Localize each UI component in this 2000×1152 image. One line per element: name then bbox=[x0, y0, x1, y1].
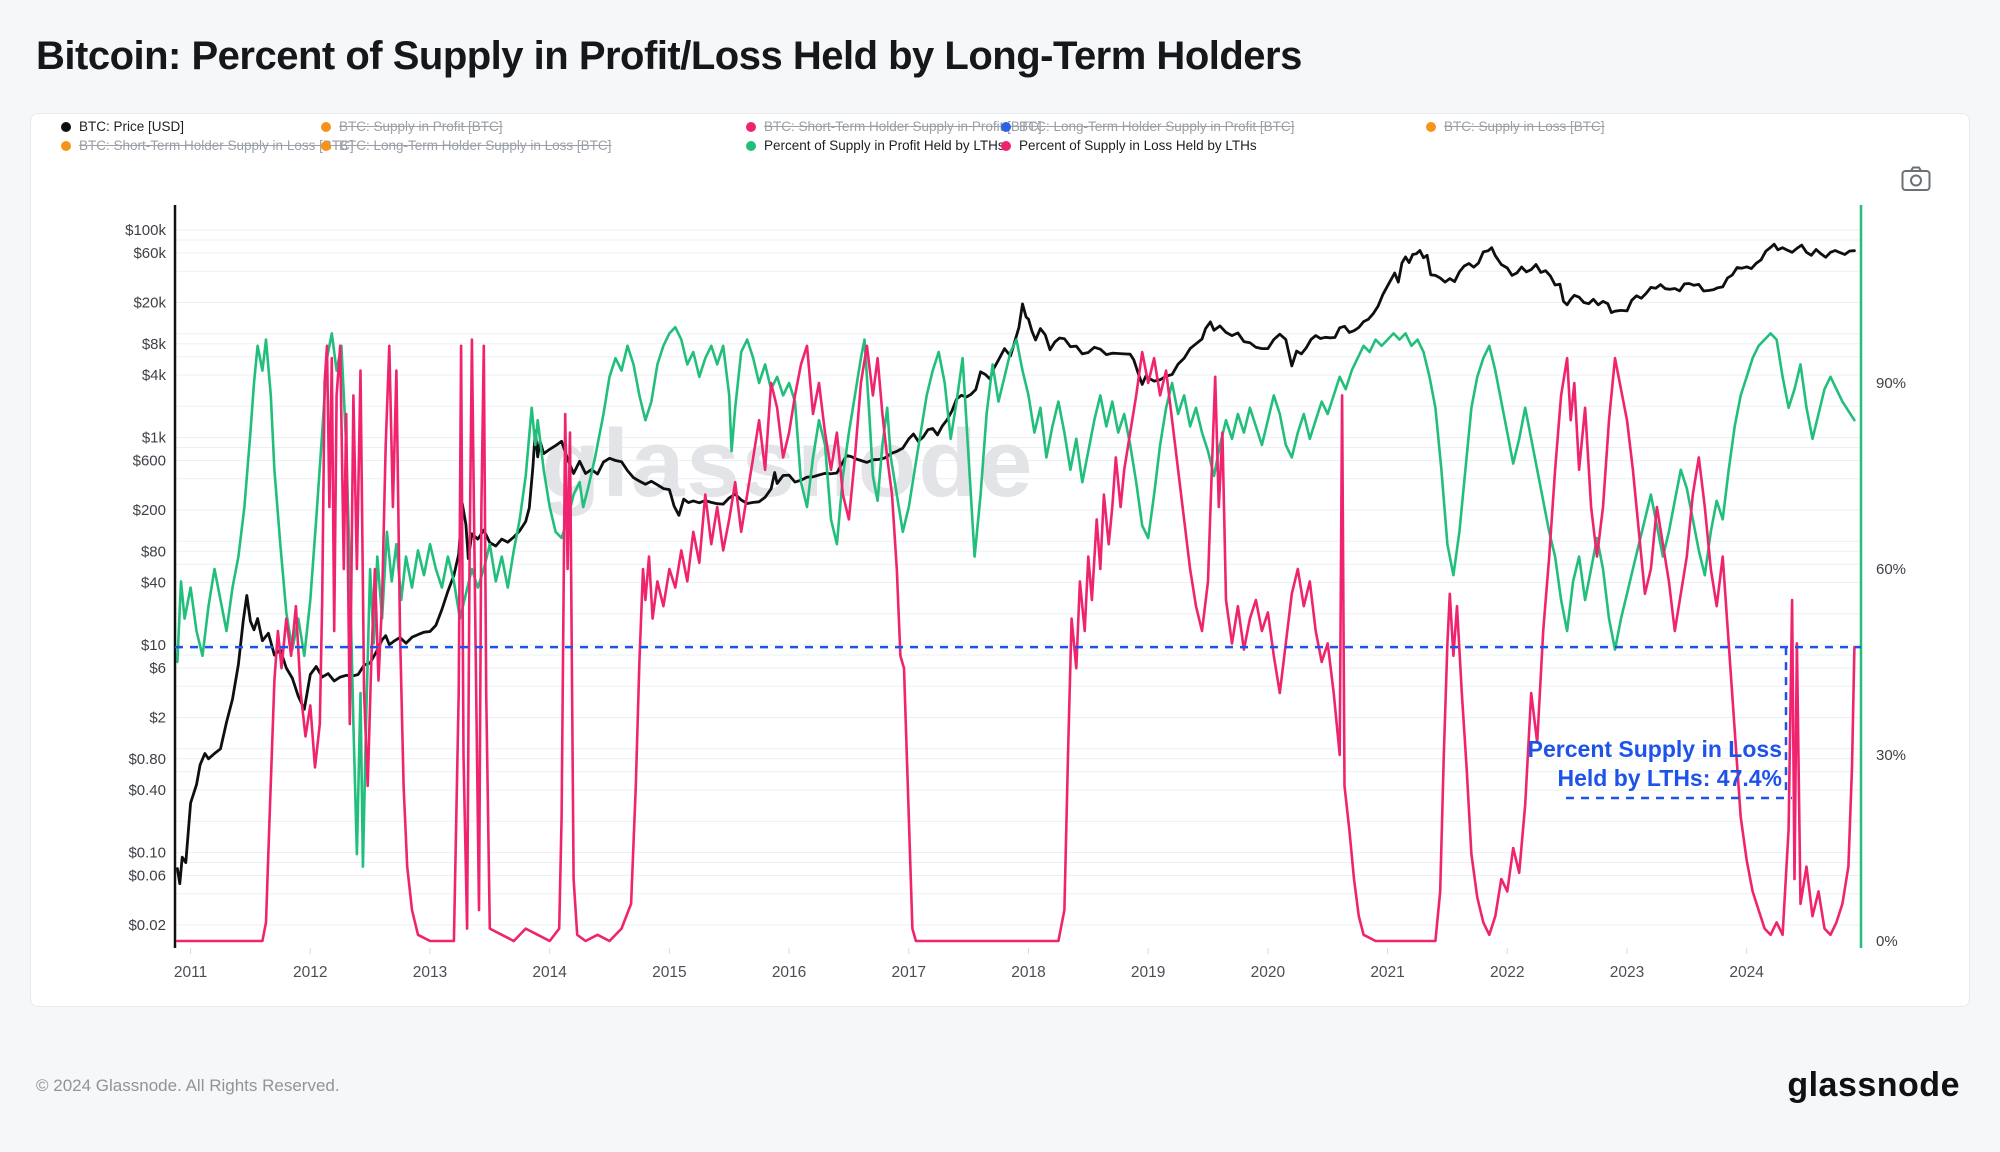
left-axis-tick: $4k bbox=[142, 367, 167, 384]
left-axis-tick: $100k bbox=[125, 222, 166, 239]
annotation-line1: Percent Supply in Loss bbox=[1528, 736, 1782, 762]
glassnode-logo: glassnode bbox=[1787, 1066, 1960, 1104]
legend-dot bbox=[61, 140, 71, 151]
axes bbox=[173, 205, 1863, 948]
legend-label: BTC: Long-Term Holder Supply in Loss [BT… bbox=[339, 138, 612, 153]
right-axis-tick: 60% bbox=[1876, 561, 1906, 578]
legend-item[interactable]: BTC: Short-Term Holder Supply in Profit … bbox=[746, 119, 1042, 134]
left-axis-tick: $6 bbox=[149, 660, 166, 677]
left-axis-tick: $2 bbox=[149, 710, 166, 727]
left-axis-tick: $600 bbox=[133, 453, 166, 470]
legend-dot bbox=[321, 140, 331, 151]
legend-label: Percent of Supply in Loss Held by LTHs bbox=[1019, 138, 1257, 153]
legend-dot bbox=[746, 121, 756, 132]
x-axis-tick: 2019 bbox=[1131, 964, 1165, 981]
series-0 bbox=[175, 242, 1856, 886]
left-axis-tick: $80 bbox=[141, 543, 166, 560]
legend-label: Percent of Supply in Profit Held by LTHs bbox=[764, 138, 1005, 153]
legend-item[interactable]: BTC: Price [USD] bbox=[61, 119, 184, 134]
left-axis-tick: $0.10 bbox=[128, 845, 166, 862]
left-axis-tick: $0.80 bbox=[128, 751, 166, 768]
legend-item[interactable]: BTC: Short-Term Holder Supply in Loss [B… bbox=[61, 138, 354, 153]
left-axis-tick: $0.02 bbox=[128, 917, 166, 934]
legend-dot bbox=[1001, 121, 1011, 132]
x-axis-tick: 2015 bbox=[652, 964, 686, 981]
left-axis-tick: $0.40 bbox=[128, 782, 166, 799]
x-axis-tick: 2011 bbox=[174, 964, 207, 981]
left-axis-tick: $8k bbox=[142, 336, 167, 353]
annotation-layer: Percent Supply in Loss Held by LTHs: 47.… bbox=[175, 645, 1861, 800]
watermark: glassnode bbox=[542, 410, 1035, 517]
legend-label: BTC: Short-Term Holder Supply in Loss [B… bbox=[79, 138, 354, 153]
x-axis-tick: 2013 bbox=[413, 964, 447, 981]
series-1 bbox=[176, 325, 1856, 868]
left-axis-tick: $20k bbox=[133, 295, 166, 312]
x-axis-tick: 2024 bbox=[1729, 964, 1764, 981]
camera-icon bbox=[1901, 166, 1931, 191]
legend-label: BTC: Supply in Loss [BTC] bbox=[1444, 119, 1605, 134]
chart-card: BTC: Price [USD] BTC: Supply in Profit [B… bbox=[30, 113, 1970, 1007]
axis-labels: $100k $60k $20k $8k $4k $1k $600 $200 $80 $40 $10 $… bbox=[125, 222, 1906, 981]
left-axis-tick: $200 bbox=[133, 502, 166, 519]
legend-item[interactable]: BTC: Supply in Loss [BTC] bbox=[1426, 119, 1605, 134]
legend-item[interactable]: Percent of Supply in Profit Held by LTHs bbox=[746, 138, 1005, 153]
legend-dot bbox=[321, 121, 331, 132]
footer-copyright: © 2024 Glassnode. All Rights Reserved. bbox=[36, 1076, 340, 1095]
right-axis-tick: 30% bbox=[1876, 747, 1906, 764]
legend-label: BTC: Price [USD] bbox=[79, 119, 185, 134]
x-axis-tick: 2020 bbox=[1251, 964, 1286, 981]
page-title: Bitcoin: Percent of Supply in Profit/Los… bbox=[36, 34, 1302, 78]
legend-dot bbox=[1001, 140, 1011, 151]
right-axis-tick: 0% bbox=[1876, 933, 1898, 950]
annotation-line2: Held by LTHs: 47.4% bbox=[1557, 765, 1782, 791]
legend-item[interactable]: BTC: Long-Term Holder Supply in Loss [BT… bbox=[321, 138, 611, 153]
x-axis-tick: 2014 bbox=[532, 964, 567, 981]
right-axis-tick: 90% bbox=[1876, 375, 1906, 392]
legend-item[interactable]: Percent of Supply in Loss Held by LTHs bbox=[1001, 138, 1257, 153]
legend-label: BTC: Supply in Profit [BTC] bbox=[339, 119, 503, 134]
legend-label: BTC: Long-Term Holder Supply in Profit [… bbox=[1019, 119, 1295, 134]
series-lines bbox=[175, 242, 1856, 943]
left-axis-tick: $60k bbox=[133, 245, 166, 262]
x-axis-tick: 2017 bbox=[892, 964, 926, 981]
left-axis-tick: $1k bbox=[142, 430, 167, 447]
legend-dot bbox=[746, 140, 756, 151]
x-axis-tick: 2023 bbox=[1610, 964, 1644, 981]
x-axis-tick: 2022 bbox=[1490, 964, 1524, 981]
left-axis-tick: $0.06 bbox=[128, 868, 166, 885]
x-axis-tick: 2018 bbox=[1011, 964, 1045, 981]
camera-button[interactable] bbox=[1901, 166, 1931, 192]
legend-item[interactable]: BTC: Supply in Profit [BTC] bbox=[321, 119, 503, 134]
series-2 bbox=[176, 338, 1856, 943]
legend-dot bbox=[61, 121, 71, 132]
legend-item[interactable]: BTC: Long-Term Holder Supply in Profit [… bbox=[1001, 119, 1294, 134]
x-axis-tick: 2021 bbox=[1370, 964, 1404, 981]
left-axis-tick: $40 bbox=[141, 575, 166, 592]
left-axis-tick: $10 bbox=[141, 637, 166, 654]
x-axis-tick: 2012 bbox=[293, 964, 327, 981]
legend-label: BTC: Short-Term Holder Supply in Profit … bbox=[764, 119, 1042, 134]
x-axis-tick: 2016 bbox=[772, 964, 806, 981]
legend-dot bbox=[1426, 121, 1436, 132]
